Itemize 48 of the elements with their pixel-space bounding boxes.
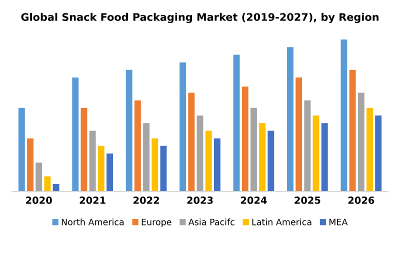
bar bbox=[18, 108, 25, 192]
bar bbox=[250, 108, 257, 192]
bar bbox=[106, 154, 113, 192]
bar bbox=[233, 54, 240, 192]
x-tick-label: 2021 bbox=[80, 196, 106, 204]
bar bbox=[296, 78, 302, 192]
chart-title: Global Snack Food Packaging Market (2019-2027), by Region bbox=[21, 12, 378, 24]
bar bbox=[143, 123, 150, 192]
bar bbox=[242, 86, 248, 192]
bar bbox=[287, 47, 294, 192]
bar bbox=[259, 123, 266, 192]
bar bbox=[126, 70, 132, 192]
legend-label: MEA bbox=[330, 218, 348, 226]
x-tick-label: 2025 bbox=[294, 196, 320, 204]
bar bbox=[36, 162, 42, 192]
bar bbox=[340, 40, 348, 192]
bar bbox=[375, 116, 382, 192]
bar bbox=[72, 78, 79, 192]
bar bbox=[52, 184, 60, 192]
legend-label: Europe bbox=[142, 218, 172, 228]
bar bbox=[214, 138, 220, 192]
bar bbox=[160, 146, 167, 192]
bar bbox=[366, 108, 373, 192]
legend-label: Latin America bbox=[252, 218, 312, 226]
x-tick-label: 2023 bbox=[187, 196, 213, 204]
bar bbox=[152, 138, 158, 192]
bar bbox=[358, 92, 364, 192]
bar bbox=[188, 92, 195, 192]
x-tick-label: 2026 bbox=[348, 196, 374, 204]
bar bbox=[134, 100, 141, 192]
x-tick-label: 2022 bbox=[134, 196, 159, 204]
bar bbox=[349, 70, 356, 192]
bar bbox=[312, 116, 320, 192]
legend-label: North America bbox=[62, 218, 124, 226]
bar bbox=[44, 176, 51, 192]
bar bbox=[196, 116, 204, 192]
bar bbox=[321, 123, 328, 192]
bar bbox=[98, 146, 104, 192]
bar bbox=[27, 138, 34, 192]
bar bbox=[180, 62, 186, 192]
bar bbox=[205, 130, 212, 192]
x-tick-label: 2020 bbox=[26, 196, 52, 204]
bar bbox=[89, 130, 96, 192]
x-tick-label: 2024 bbox=[240, 196, 267, 204]
bar bbox=[268, 130, 274, 192]
legend-label: Asia Pacifc bbox=[188, 218, 234, 226]
bar bbox=[304, 100, 311, 192]
bar bbox=[80, 108, 88, 192]
